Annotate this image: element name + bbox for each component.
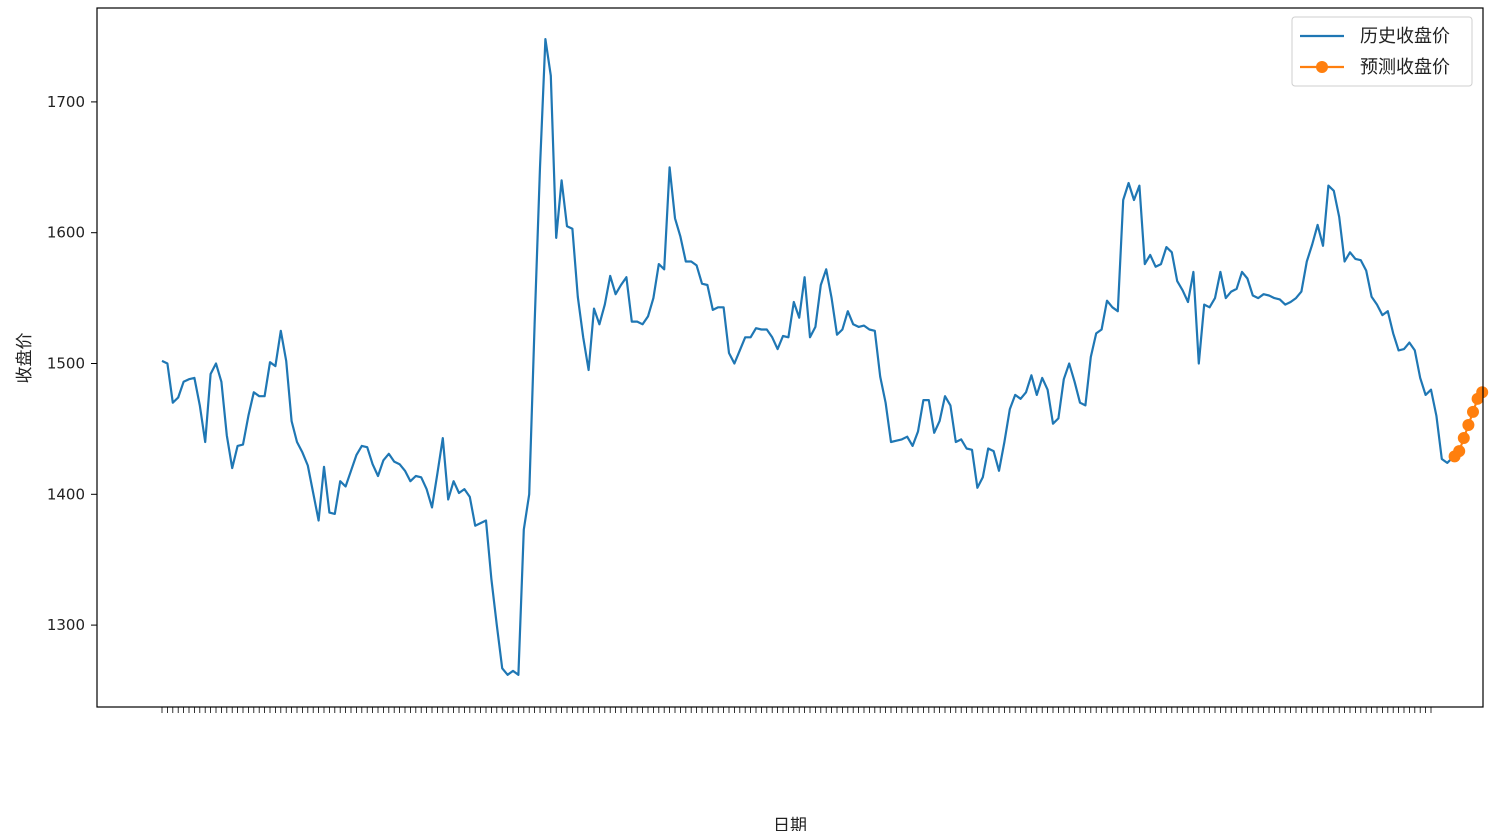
forecast-point bbox=[1453, 445, 1466, 458]
y-tick-label: 1500 bbox=[47, 355, 85, 373]
forecast-point bbox=[1467, 405, 1479, 418]
series-line-history bbox=[161, 37, 1454, 676]
series-layer bbox=[161, 37, 1489, 676]
legend-label-history: 历史收盘价 bbox=[1360, 26, 1450, 47]
y-axis: 1300 1400 1500 1600 1700 bbox=[47, 93, 97, 634]
y-tick-label: 1600 bbox=[47, 224, 85, 242]
y-axis-title: 收盘价 bbox=[15, 333, 35, 384]
y-tick-label: 1300 bbox=[47, 616, 85, 634]
legend-box bbox=[1291, 16, 1473, 87]
forecast-point bbox=[1457, 432, 1470, 445]
x-axis-title: 日期 bbox=[773, 816, 807, 831]
legend-label-forecast: 预测收盘价 bbox=[1360, 57, 1450, 78]
plot-frame bbox=[96, 7, 1484, 708]
y-tick-label: 1700 bbox=[47, 93, 85, 111]
forecast-point bbox=[1462, 418, 1475, 431]
legend: 历史收盘价 预测收盘价 bbox=[1291, 16, 1473, 87]
forecast-point bbox=[1476, 386, 1489, 399]
x-tick-marks bbox=[161, 707, 1432, 713]
y-tick-label: 1400 bbox=[47, 485, 85, 503]
legend-marker-forecast bbox=[1316, 61, 1328, 73]
